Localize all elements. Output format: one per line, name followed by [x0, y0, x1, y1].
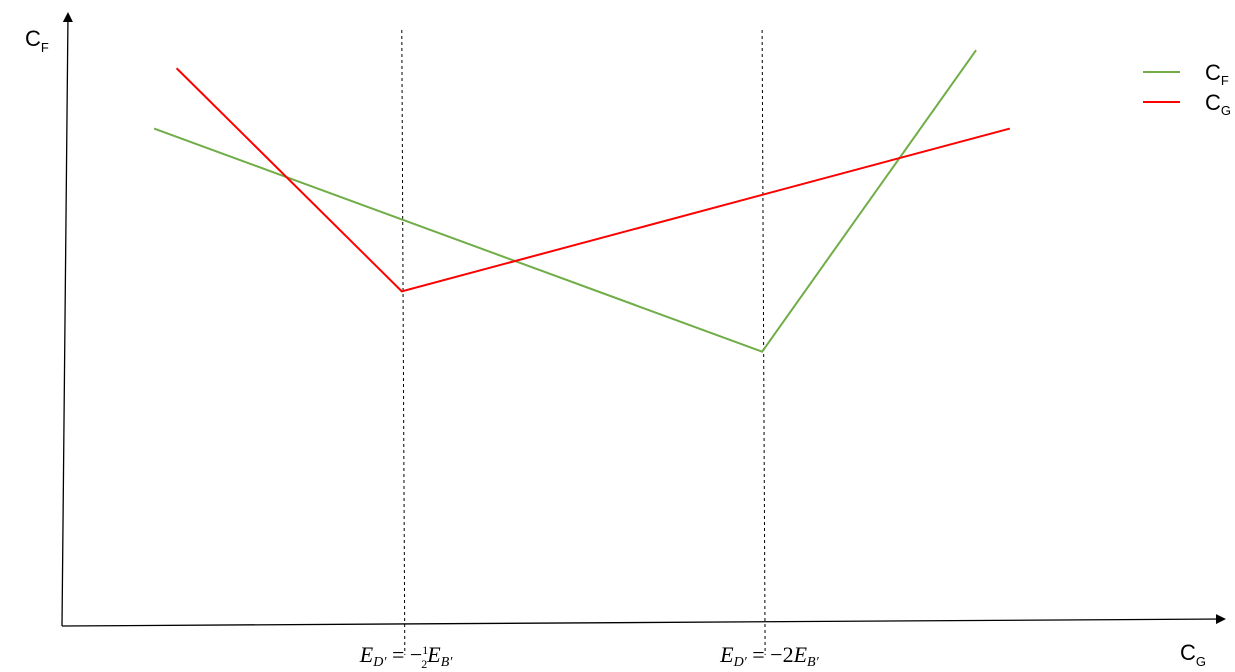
x-axis-label: CG — [1180, 640, 1206, 669]
y-axis — [61, 12, 73, 627]
reference-lines: ED′ = −1 2EB′ ED′ = −2EB′ — [359, 29, 820, 671]
y-axis-label-sub: F — [41, 40, 49, 55]
legend-label-2: CG — [1205, 90, 1231, 118]
y-axis-label: CF — [25, 26, 49, 55]
x-axis-label-main: C — [1180, 640, 1196, 665]
x-axis — [61, 614, 1226, 627]
reference-line-1 — [401, 29, 406, 656]
legend-label-1: CF — [1205, 60, 1229, 88]
tick-label-1: ED′ = −1 2EB′ — [359, 642, 453, 671]
reference-line-2 — [761, 29, 766, 656]
series-line-cg — [175, 67, 1011, 293]
x-axis-label-sub: G — [1196, 654, 1206, 669]
series-layer — [153, 49, 1011, 353]
tick-label-2: ED′ = −2EB′ — [719, 642, 819, 670]
series-line-cf — [153, 49, 977, 353]
y-axis-label-main: C — [25, 26, 41, 51]
